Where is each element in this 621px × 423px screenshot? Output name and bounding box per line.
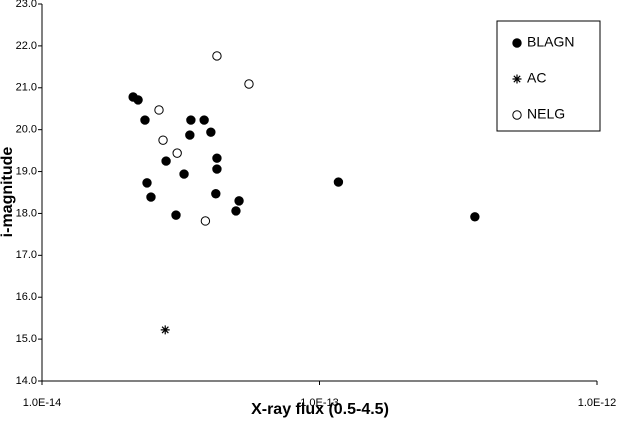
point bbox=[158, 135, 168, 145]
y-tick-label: 21.0 bbox=[16, 82, 37, 94]
legend-label: BLAGN bbox=[527, 34, 574, 50]
point bbox=[333, 177, 344, 187]
y-tick-label: 14.0 bbox=[16, 375, 37, 387]
y-tick-label: 15.0 bbox=[16, 333, 37, 345]
y-tick-label: 22.0 bbox=[16, 40, 37, 52]
y-tick-label: 16.0 bbox=[16, 291, 37, 303]
legend-label: AC bbox=[527, 70, 546, 86]
x-tick-label: 1.0E-13 bbox=[300, 397, 339, 409]
point bbox=[160, 325, 170, 335]
y-tick-label: 18.0 bbox=[16, 207, 37, 219]
x-tick-label: 1.0E-14 bbox=[23, 397, 62, 409]
point bbox=[212, 153, 222, 163]
point bbox=[470, 212, 480, 222]
point bbox=[133, 95, 143, 105]
point bbox=[212, 164, 222, 174]
legend-label: NELG bbox=[527, 106, 565, 122]
legend-marker bbox=[512, 38, 522, 48]
x-tick-label: 1.0E-12 bbox=[578, 397, 617, 409]
point bbox=[171, 210, 181, 220]
point bbox=[140, 115, 150, 125]
x-axis-title: X-ray flux (0.5-4.5) bbox=[251, 401, 389, 418]
point bbox=[244, 79, 254, 89]
point bbox=[185, 130, 195, 140]
point bbox=[234, 196, 244, 206]
point bbox=[154, 105, 164, 115]
point bbox=[206, 127, 216, 137]
y-tick-label: 23.0 bbox=[16, 0, 37, 10]
point bbox=[172, 148, 182, 158]
point bbox=[211, 189, 221, 199]
point bbox=[161, 156, 171, 166]
point bbox=[199, 115, 209, 125]
legend-marker bbox=[512, 74, 522, 84]
point bbox=[142, 178, 152, 188]
y-axis-title: i-magnitude bbox=[0, 147, 16, 238]
legend-marker bbox=[512, 110, 522, 120]
point bbox=[200, 216, 211, 226]
point bbox=[146, 192, 156, 202]
point bbox=[186, 115, 196, 125]
point bbox=[212, 51, 222, 61]
point bbox=[231, 206, 241, 216]
y-tick-label: 20.0 bbox=[16, 124, 37, 136]
y-tick-label: 17.0 bbox=[16, 249, 37, 261]
y-tick-label: 19.0 bbox=[16, 165, 37, 177]
point bbox=[179, 169, 189, 179]
